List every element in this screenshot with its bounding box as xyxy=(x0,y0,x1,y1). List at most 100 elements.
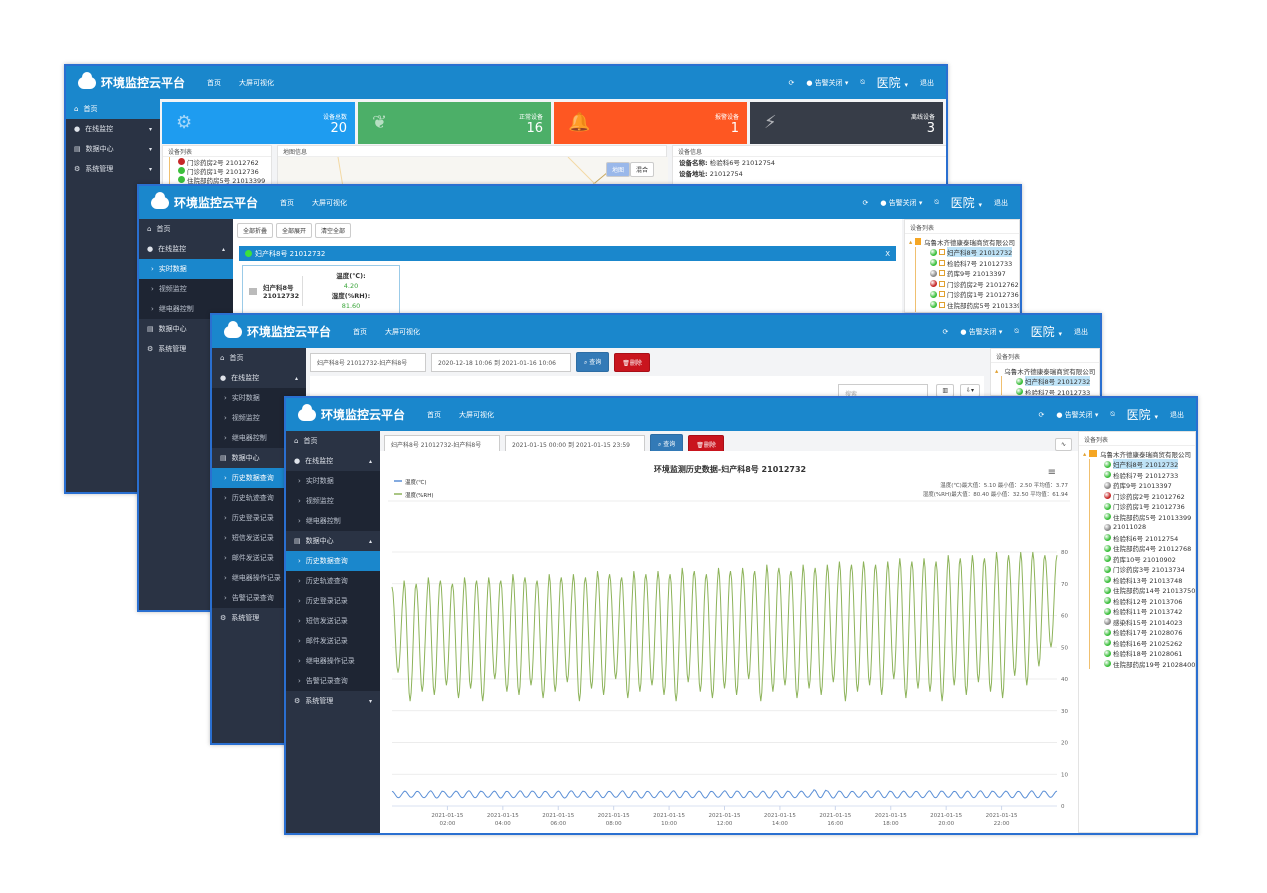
checkbox[interactable] xyxy=(939,301,945,308)
sidebar-item[interactable]: ⌂ 首页 xyxy=(66,99,160,119)
logo[interactable]: 环境监控云平台 xyxy=(298,403,405,423)
sidebar-item[interactable]: › 告警记录查询 xyxy=(212,588,306,608)
device-bar[interactable]: 妇产科8号 21012732 X xyxy=(239,246,896,261)
mute-icon[interactable]: ⍉ xyxy=(934,198,939,206)
sidebar-item[interactable]: ▤ 数据中心 ▾ xyxy=(66,139,160,159)
stat-card[interactable]: ⚡ 离线设备 3 xyxy=(750,102,943,144)
collapse-icon[interactable]: ▴ xyxy=(1083,449,1087,458)
tree-item[interactable]: 检验科7号 21012733 xyxy=(1001,386,1095,395)
sidebar-item[interactable]: ⚙ 系统管理 ▾ xyxy=(66,159,160,179)
refresh-icon[interactable]: ⟳ xyxy=(862,198,869,207)
sidebar-item[interactable]: ● 在线监控 ▾ xyxy=(66,119,160,139)
nav-bigscreen[interactable]: 大屏可视化 xyxy=(239,78,275,87)
legend-item[interactable]: 温度(℃) xyxy=(405,478,426,486)
sidebar-item[interactable]: › 继电器控制 xyxy=(139,299,233,319)
tree-item[interactable]: 住院部药房19号 21028400 xyxy=(1089,658,1195,669)
query-button[interactable]: ⌕ 查询 xyxy=(576,352,610,372)
tree-item[interactable]: 药库9号 21013397 xyxy=(1089,480,1191,491)
sidebar-item[interactable]: ⌂ 首页 xyxy=(286,431,380,451)
sidebar-item[interactable]: › 邮件发送记录 xyxy=(212,548,306,568)
refresh-icon[interactable]: ⟳ xyxy=(788,78,795,87)
sidebar-item[interactable]: › 历史登录记录 xyxy=(286,591,380,611)
nav-home[interactable]: 首页 xyxy=(353,327,368,336)
tree-item[interactable]: 21011028 xyxy=(915,310,1015,312)
tree-item[interactable]: 检验科6号 21012754 xyxy=(1089,532,1191,543)
sidebar-item[interactable]: › 历史数据查询 xyxy=(286,551,380,571)
sidebar-item[interactable]: › 继电器控制 xyxy=(286,511,380,531)
tree-item[interactable]: 药库10号 21010902 xyxy=(1089,553,1191,564)
nav-home[interactable]: 首页 xyxy=(207,78,222,87)
tree-item[interactable]: 检验科18号 21028061 xyxy=(1089,648,1191,659)
export-button[interactable]: ⇩▾ xyxy=(959,384,980,397)
alarm-toggle[interactable]: ● 告警关闭 ▾ xyxy=(880,198,923,207)
sidebar-item[interactable]: › 短信发送记录 xyxy=(212,528,306,548)
sidebar-item[interactable]: ● 在线监控 ▴ xyxy=(286,451,380,471)
org-menu[interactable]: 医院 ▾ xyxy=(876,76,908,90)
checkbox[interactable] xyxy=(939,249,945,256)
sidebar-item[interactable]: ⌂ 首页 xyxy=(139,219,233,239)
mute-icon[interactable]: ⍉ xyxy=(1014,327,1019,335)
mute-icon[interactable]: ⍉ xyxy=(860,78,865,86)
chart-toggle-button[interactable]: ∿ xyxy=(1054,437,1072,451)
tree-item[interactable]: 住院部药房5号 21013399 xyxy=(1089,511,1191,522)
collapse-icon[interactable]: ▴ xyxy=(995,366,999,375)
tree-item[interactable]: 检验科11号 21013742 xyxy=(1089,606,1191,617)
nav-bigscreen[interactable]: 大屏可视化 xyxy=(459,410,495,419)
close-icon[interactable]: X xyxy=(885,249,890,258)
realtime-card[interactable]: 妇产科8号 21012732 温度(℃): 4.20 湿度(%RH): 81.60 xyxy=(242,265,400,317)
stat-card[interactable]: 🔔 报警设备 1 xyxy=(554,102,747,144)
collapse-icon[interactable]: ▴ xyxy=(909,237,913,246)
date-range-input[interactable]: 2020-12-18 10:06 到 2021-01-16 10:06 xyxy=(431,352,571,372)
alarm-toggle[interactable]: ● 告警关闭 ▾ xyxy=(1056,410,1099,419)
tree-item[interactable]: 检验科12号 21013706 xyxy=(1089,595,1191,606)
sidebar-item[interactable]: › 视频监控 xyxy=(212,408,306,428)
tree-item[interactable]: 住院部药房14号 21013750 xyxy=(1089,585,1195,596)
checkbox[interactable] xyxy=(939,291,945,298)
logo[interactable]: 环境监控云平台 xyxy=(78,71,185,91)
collapse-all-button[interactable]: 全部折叠 xyxy=(237,223,274,238)
sidebar-item[interactable]: › 告警记录查询 xyxy=(286,671,380,691)
org-menu[interactable]: 医院 ▾ xyxy=(1126,408,1158,422)
delete-button[interactable]: 🗑删除 xyxy=(688,434,724,454)
mute-icon[interactable]: ⍉ xyxy=(1110,410,1115,418)
logout-link[interactable]: 退出 xyxy=(994,198,1008,207)
logo[interactable]: 环境监控云平台 xyxy=(224,320,331,340)
map-mode-map-button[interactable]: 地图 xyxy=(605,162,630,177)
sidebar-item[interactable]: › 实时数据 xyxy=(139,259,233,279)
sidebar-item[interactable]: ▤ 数据中心 ▴ xyxy=(286,531,380,551)
sidebar-item[interactable]: › 实时数据 xyxy=(212,388,306,408)
refresh-icon[interactable]: ⟳ xyxy=(942,327,949,336)
tree-item[interactable]: 检验科13号 21013748 xyxy=(1089,574,1191,585)
alarm-toggle[interactable]: ● 告警关闭 ▾ xyxy=(960,327,1003,336)
sidebar-item[interactable]: › 视频监控 xyxy=(139,279,233,299)
checkbox[interactable] xyxy=(939,280,945,287)
tree-root[interactable]: ▴ 乌鲁木齐德康泰瑞商贸有限公司 xyxy=(909,236,1015,247)
tree-item[interactable]: 住院部药房4号 21012768 xyxy=(1089,543,1191,554)
nav-home[interactable]: 首页 xyxy=(427,410,442,419)
logout-link[interactable]: 退出 xyxy=(1170,410,1184,419)
sidebar-item[interactable]: › 继电器操作记录 xyxy=(286,651,380,671)
expand-all-button[interactable]: 全部展开 xyxy=(276,223,313,238)
sidebar-item[interactable]: › 历史登录记录 xyxy=(212,508,306,528)
tree-item[interactable]: 门诊药房1号 21012736 xyxy=(915,289,1019,300)
sidebar-item[interactable]: › 继电器操作记录 xyxy=(212,568,306,588)
refresh-icon[interactable]: ⟳ xyxy=(1038,410,1045,419)
nav-bigscreen[interactable]: 大屏可视化 xyxy=(312,198,348,207)
nav-bigscreen[interactable]: 大屏可视化 xyxy=(385,327,421,336)
tree-item[interactable]: 检验科17号 21028076 xyxy=(1089,627,1191,638)
tree-root[interactable]: ▴ 乌鲁木齐德康泰瑞商贸有限公司 xyxy=(995,365,1095,376)
tree-item[interactable]: 21011028 xyxy=(1089,522,1191,533)
sidebar-item[interactable]: ⚙ 系统管理 xyxy=(212,608,306,628)
tree-item[interactable]: 门诊药房2号 21012762 xyxy=(169,157,269,167)
tree-item[interactable]: 住院部药房5号 21013399 xyxy=(915,299,1019,310)
tree-item[interactable]: 门诊药房2号 21012762 xyxy=(1089,490,1191,501)
alarm-toggle[interactable]: ● 告警关闭 ▾ xyxy=(806,78,849,87)
sidebar-item[interactable]: › 历史轨迹查询 xyxy=(286,571,380,591)
sidebar-item[interactable]: ● 在线监控 ▴ xyxy=(212,368,306,388)
sidebar-item[interactable]: ● 在线监控 ▴ xyxy=(139,239,233,259)
tree-item[interactable]: 妇产科8号 21012732 xyxy=(1001,376,1095,387)
sidebar-item[interactable]: ⚙ 系统管理 xyxy=(139,339,233,359)
tree-item[interactable]: 检验科7号 21012733 xyxy=(915,257,1015,268)
legend-item[interactable]: 湿度(%RH) xyxy=(405,491,433,499)
sidebar-item[interactable]: › 视频监控 xyxy=(286,491,380,511)
